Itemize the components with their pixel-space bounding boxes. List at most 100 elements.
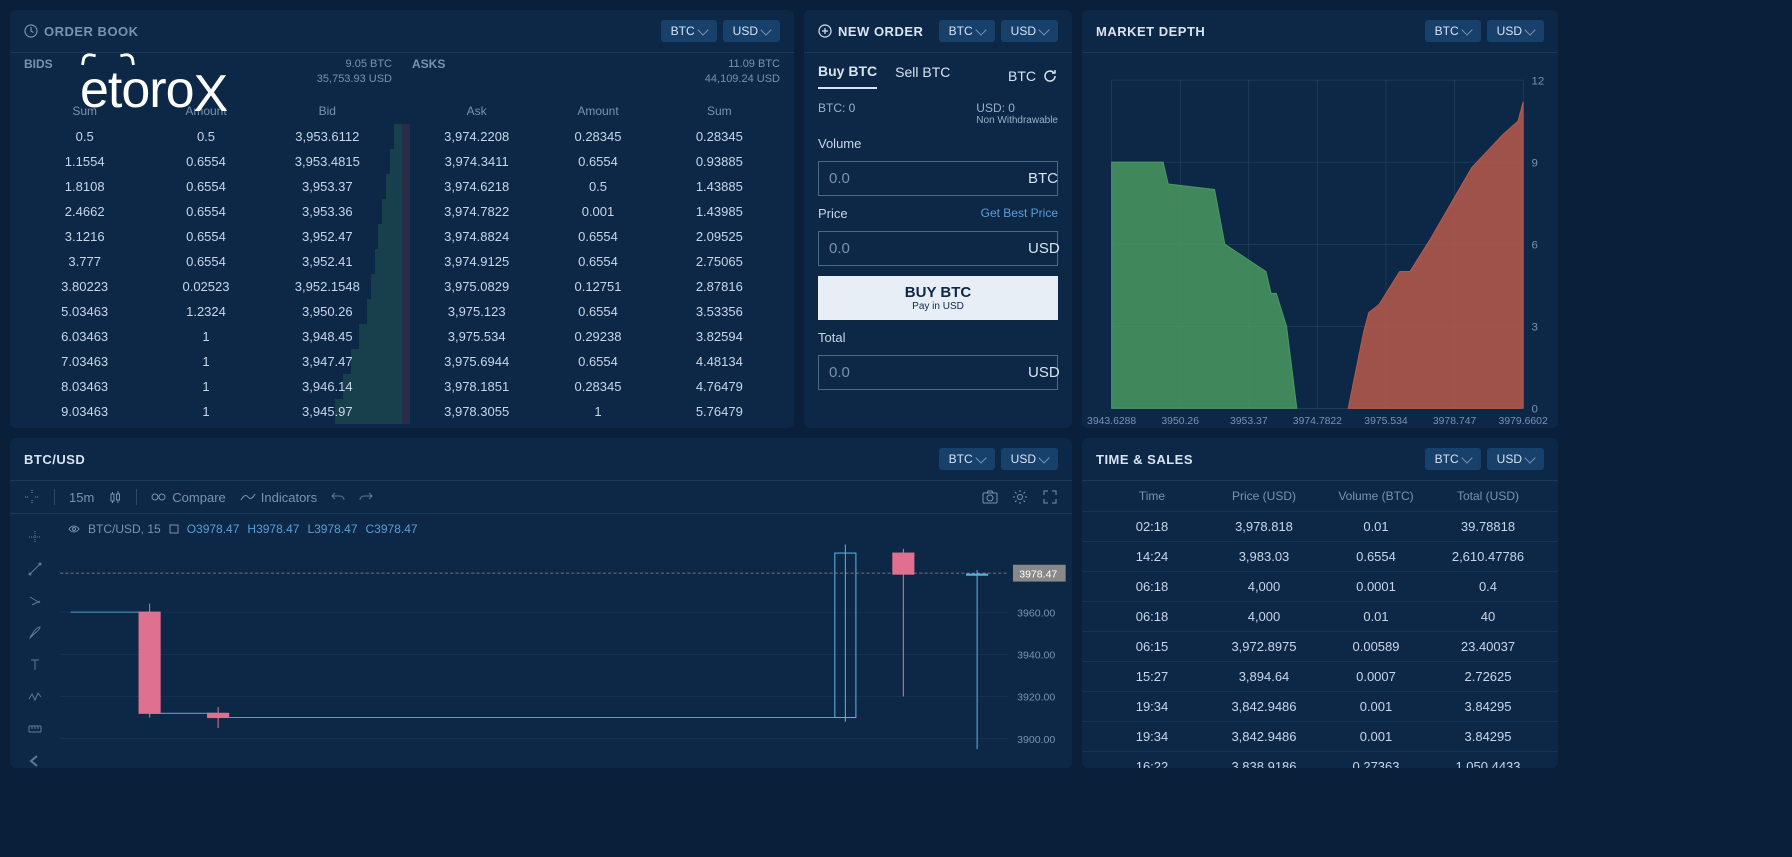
price-unit: USD bbox=[1028, 240, 1060, 257]
order-book-title: ORDER BOOK bbox=[24, 24, 139, 39]
ask-row[interactable]: 3,974.22080.283450.28345 bbox=[402, 124, 794, 149]
bid-row[interactable]: 9.0346313,945.97 bbox=[10, 399, 402, 424]
volume-input[interactable] bbox=[829, 170, 1028, 187]
chevron-down-icon bbox=[1524, 24, 1535, 35]
ts-row[interactable]: 14:243,983.030.65542,610.47786 bbox=[1082, 541, 1558, 571]
ask-row[interactable]: 3,975.5340.292383.82594 bbox=[402, 324, 794, 349]
bid-row[interactable]: 3.802230.025233,952.1548 bbox=[10, 274, 402, 299]
ts-row[interactable]: 19:343,842.94860.0013.84295 bbox=[1082, 721, 1558, 751]
svg-text:3979.6602: 3979.6602 bbox=[1499, 416, 1548, 427]
ask-row[interactable]: 3,974.91250.65542.75065 bbox=[402, 249, 794, 274]
bid-row[interactable]: 3.7770.65543,952.41 bbox=[10, 249, 402, 274]
svg-text:3960.00: 3960.00 bbox=[1017, 607, 1055, 619]
sell-tab[interactable]: Sell BTC bbox=[895, 64, 950, 88]
depth-base-dropdown[interactable]: BTC bbox=[1425, 20, 1481, 42]
candle-type-icon[interactable] bbox=[108, 490, 122, 504]
svg-text:3940.00: 3940.00 bbox=[1017, 649, 1055, 661]
ts-row[interactable]: 06:184,0000.0140 bbox=[1082, 601, 1558, 631]
volume-label: Volume bbox=[818, 136, 1058, 151]
bid-row[interactable]: 0.50.53,953.6112 bbox=[10, 124, 402, 149]
bid-row[interactable]: 5.034631.23243,950.26 bbox=[10, 299, 402, 324]
chevron-down-icon bbox=[1461, 24, 1472, 35]
bid-row[interactable]: 3.12160.65543,952.47 bbox=[10, 224, 402, 249]
total-label: Total bbox=[818, 330, 1058, 345]
chart-title: BTC/USD bbox=[24, 452, 85, 467]
ask-row[interactable]: 3,974.34110.65540.93885 bbox=[402, 149, 794, 174]
indicators-button[interactable]: Indicators bbox=[240, 490, 317, 505]
camera-icon[interactable] bbox=[982, 490, 998, 504]
crosshair-icon[interactable] bbox=[24, 489, 40, 505]
chart-ohlc-info: BTC/USD, 15 O3978.47 H3978.47 L3978.47 C… bbox=[68, 522, 418, 536]
cursor-tool[interactable] bbox=[26, 528, 44, 546]
bid-row[interactable]: 8.0346313,946.14 bbox=[10, 374, 402, 399]
bid-row[interactable]: 2.46620.65543,953.36 bbox=[10, 199, 402, 224]
bid-row[interactable]: 7.0346313,947.47 bbox=[10, 349, 402, 374]
ts-row[interactable]: 19:343,842.94860.0013.84295 bbox=[1082, 691, 1558, 721]
ask-row[interactable]: 3,975.1230.65543.53356 bbox=[402, 299, 794, 324]
ask-row[interactable]: 3,975.69440.65544.48134 bbox=[402, 349, 794, 374]
chart-toolbar: 15m Compare Indicators bbox=[10, 481, 1072, 514]
ts-row[interactable]: 16:223,838.91860.273631,050.4433 bbox=[1082, 751, 1558, 768]
refresh-icon bbox=[1042, 68, 1058, 84]
ts-row[interactable]: 06:153,972.89750.0058923.40037 bbox=[1082, 631, 1558, 661]
chart-base-dropdown[interactable]: BTC bbox=[939, 448, 995, 470]
get-best-price-link[interactable]: Get Best Price bbox=[981, 206, 1058, 221]
bid-row[interactable]: 6.0346313,948.45 bbox=[10, 324, 402, 349]
svg-text:3943.6288: 3943.6288 bbox=[1087, 416, 1136, 427]
buy-tab[interactable]: Buy BTC bbox=[818, 63, 877, 89]
svg-text:3978.47: 3978.47 bbox=[1019, 568, 1057, 580]
total-unit: USD bbox=[1028, 364, 1060, 381]
bid-row[interactable]: 1.15540.65543,953.4815 bbox=[10, 149, 402, 174]
ask-row[interactable]: 3,974.88240.65542.09525 bbox=[402, 224, 794, 249]
market-depth-panel: MARKET DEPTH BTC USD 0369123943.62883950… bbox=[1082, 10, 1558, 428]
neworder-quote-dropdown[interactable]: USD bbox=[1001, 20, 1058, 42]
svg-text:3900.00: 3900.00 bbox=[1017, 734, 1055, 746]
compare-button[interactable]: Compare bbox=[151, 490, 225, 505]
plus-circle-icon bbox=[818, 24, 832, 38]
ask-row[interactable]: 3,978.18510.283454.76479 bbox=[402, 374, 794, 399]
price-label: Price Get Best Price bbox=[818, 206, 1058, 221]
bids-stats: 9.05 BTC35,753.93 USD bbox=[317, 57, 392, 88]
text-tool[interactable] bbox=[26, 656, 44, 674]
asks-label: ASKS bbox=[412, 57, 445, 88]
price-input[interactable] bbox=[829, 240, 1028, 257]
buy-button[interactable]: BUY BTC Pay in USD bbox=[818, 276, 1058, 320]
settings-icon[interactable] bbox=[1012, 489, 1028, 505]
bids-label: BIDS bbox=[24, 57, 53, 88]
redo-icon[interactable] bbox=[359, 490, 373, 504]
trendline-tool[interactable] bbox=[26, 560, 44, 578]
order-pair-toggle[interactable]: BTC bbox=[1008, 68, 1058, 84]
orderbook-quote-dropdown[interactable]: USD bbox=[723, 20, 780, 42]
fib-tool[interactable] bbox=[26, 592, 44, 610]
chart-area[interactable]: BTC/USD, 15 O3978.47 H3978.47 L3978.47 C… bbox=[60, 514, 1072, 768]
ts-quote-dropdown[interactable]: USD bbox=[1487, 448, 1544, 470]
ask-row[interactable]: 3,978.305515.76479 bbox=[402, 399, 794, 424]
chart-quote-dropdown[interactable]: USD bbox=[1001, 448, 1058, 470]
ts-row[interactable]: 02:183,978.8180.0139.78818 bbox=[1082, 511, 1558, 541]
pattern-tool[interactable] bbox=[26, 688, 44, 706]
orderbook-base-dropdown[interactable]: BTC bbox=[661, 20, 717, 42]
ask-row[interactable]: 3,975.08290.127512.87816 bbox=[402, 274, 794, 299]
chevron-down-icon bbox=[1524, 452, 1535, 463]
back-tool[interactable] bbox=[26, 752, 44, 768]
brush-tool[interactable] bbox=[26, 624, 44, 642]
ask-row[interactable]: 3,974.62180.51.43885 bbox=[402, 174, 794, 199]
neworder-base-dropdown[interactable]: BTC bbox=[939, 20, 995, 42]
fullscreen-icon[interactable] bbox=[1042, 489, 1058, 505]
svg-text:9: 9 bbox=[1531, 157, 1537, 169]
ts-row[interactable]: 06:184,0000.00010.4 bbox=[1082, 571, 1558, 601]
depth-quote-dropdown[interactable]: USD bbox=[1487, 20, 1544, 42]
ts-base-dropdown[interactable]: BTC bbox=[1425, 448, 1481, 470]
ask-row[interactable]: 3,974.78220.0011.43985 bbox=[402, 199, 794, 224]
total-input[interactable] bbox=[829, 364, 1028, 381]
measure-tool[interactable] bbox=[26, 720, 44, 738]
ts-row[interactable]: 15:273,894.640.00072.72625 bbox=[1082, 661, 1558, 691]
balance-row: BTC: 0 USD: 0Non Withdrawable bbox=[818, 101, 1058, 126]
order-book-panel: etoroX ORDER BOOK BTC USD BIDS 9.05 BTC3… bbox=[10, 10, 794, 428]
bid-row[interactable]: 1.81080.65543,953.37 bbox=[10, 174, 402, 199]
svg-text:3974.7822: 3974.7822 bbox=[1293, 416, 1342, 427]
interval-selector[interactable]: 15m bbox=[69, 490, 94, 505]
chevron-down-icon bbox=[1461, 452, 1472, 463]
undo-icon[interactable] bbox=[331, 490, 345, 504]
compare-icon bbox=[151, 491, 167, 503]
